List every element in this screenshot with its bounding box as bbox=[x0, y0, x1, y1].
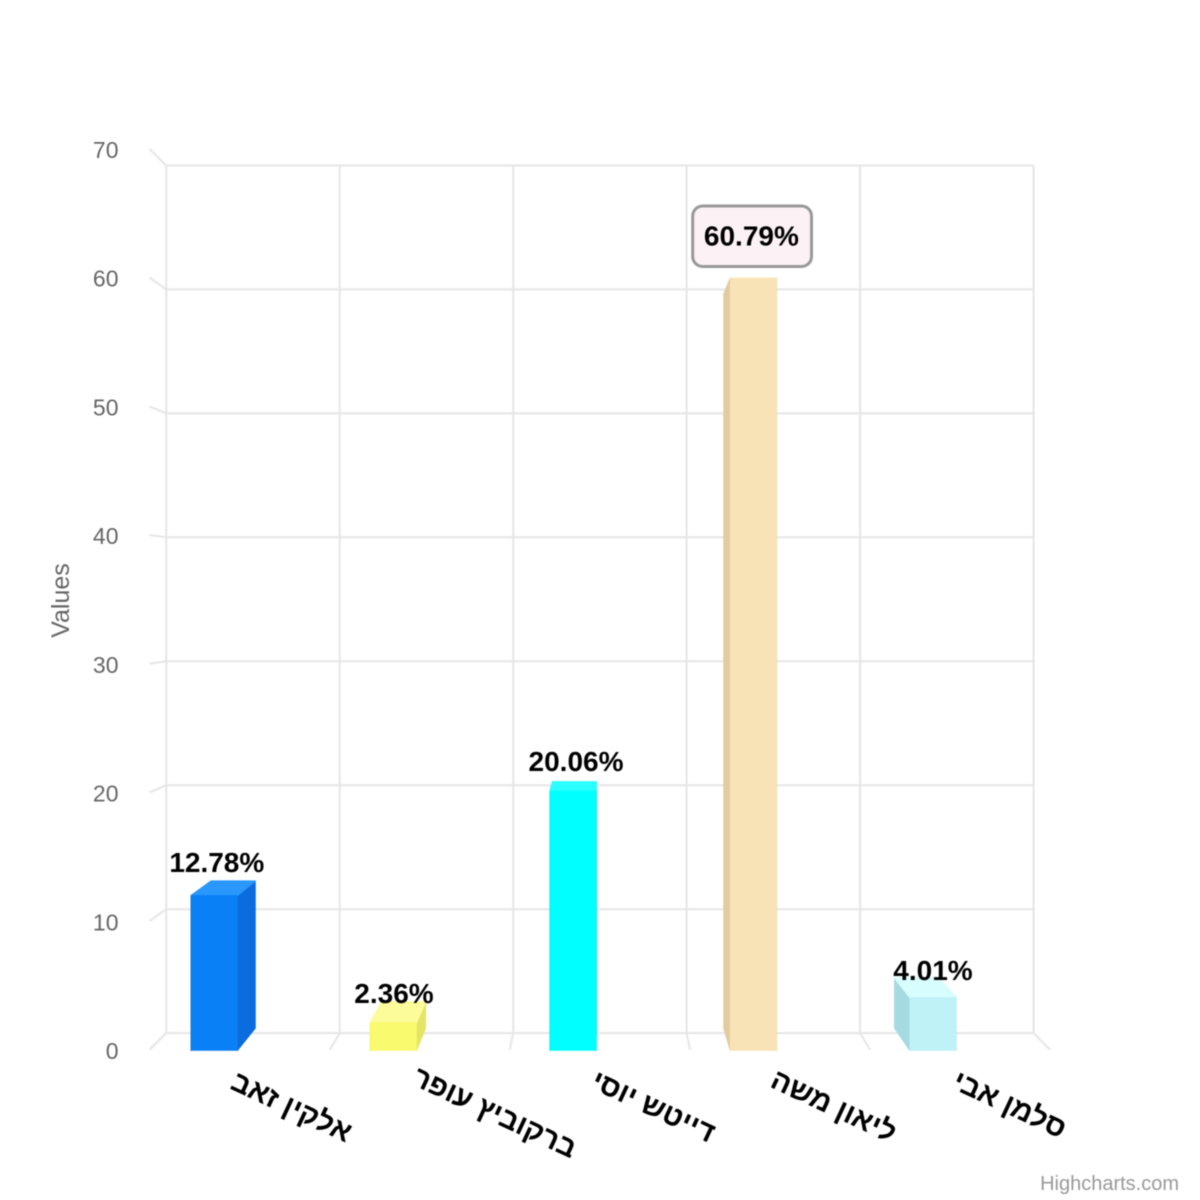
svg-text:60: 60 bbox=[93, 266, 119, 292]
svg-text:12.78%: 12.78% bbox=[169, 847, 264, 878]
svg-text:40: 40 bbox=[93, 523, 119, 549]
svg-text:60.79%: 60.79% bbox=[704, 221, 799, 252]
svg-text:10: 10 bbox=[93, 909, 119, 935]
svg-text:50: 50 bbox=[93, 395, 119, 421]
svg-text:0: 0 bbox=[106, 1038, 119, 1064]
svg-text:Highcharts.com: Highcharts.com bbox=[1040, 1173, 1179, 1195]
svg-text:70: 70 bbox=[93, 137, 119, 163]
svg-text:30: 30 bbox=[93, 652, 119, 678]
svg-text:Values: Values bbox=[47, 563, 75, 638]
svg-text:20.06%: 20.06% bbox=[529, 746, 624, 777]
svg-text:2.36%: 2.36% bbox=[354, 978, 433, 1009]
svg-text:4.01%: 4.01% bbox=[893, 955, 972, 986]
svg-text:20: 20 bbox=[93, 781, 119, 807]
